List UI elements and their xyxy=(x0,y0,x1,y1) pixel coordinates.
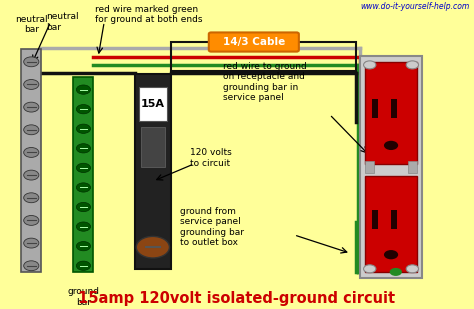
Circle shape xyxy=(76,144,91,153)
Text: neutral
bar: neutral bar xyxy=(46,12,79,32)
Bar xyxy=(21,49,41,272)
Text: ground from
service panel
grounding bar
to outlet box: ground from service panel grounding bar … xyxy=(180,207,244,247)
Circle shape xyxy=(76,202,91,212)
Bar xyxy=(365,62,417,164)
Text: red wire marked green
for ground at both ends: red wire marked green for ground at both… xyxy=(95,5,202,24)
Circle shape xyxy=(384,141,398,150)
Text: 14/3 Cable: 14/3 Cable xyxy=(223,37,285,47)
Bar xyxy=(139,87,167,121)
Text: 120 volts
to circuit: 120 volts to circuit xyxy=(190,148,231,168)
Bar xyxy=(73,77,93,272)
Circle shape xyxy=(76,261,91,270)
Text: red wire to ground
on receptacle and
grounding bar in
service panel: red wire to ground on receptacle and gro… xyxy=(223,62,307,102)
Circle shape xyxy=(76,85,91,94)
Circle shape xyxy=(24,57,39,67)
Circle shape xyxy=(364,265,376,273)
Circle shape xyxy=(24,125,39,135)
Bar xyxy=(171,42,356,71)
Circle shape xyxy=(76,242,91,251)
Circle shape xyxy=(364,61,376,69)
Circle shape xyxy=(24,193,39,203)
Bar xyxy=(365,161,374,173)
Text: www.do-it-yourself-help.com: www.do-it-yourself-help.com xyxy=(360,2,469,11)
Circle shape xyxy=(76,104,91,114)
Bar xyxy=(135,74,171,269)
Circle shape xyxy=(76,124,91,133)
Circle shape xyxy=(406,265,419,273)
Bar xyxy=(391,210,397,229)
Bar xyxy=(141,127,165,167)
Circle shape xyxy=(24,102,39,112)
Circle shape xyxy=(24,147,39,157)
Circle shape xyxy=(76,183,91,192)
Circle shape xyxy=(76,222,91,231)
Bar xyxy=(360,56,422,278)
Circle shape xyxy=(24,170,39,180)
Circle shape xyxy=(24,79,39,89)
Circle shape xyxy=(384,250,398,259)
FancyBboxPatch shape xyxy=(209,32,299,52)
Bar xyxy=(372,210,378,229)
Bar xyxy=(365,176,417,272)
Bar xyxy=(408,161,417,173)
Text: neutral
bar: neutral bar xyxy=(15,15,47,34)
Circle shape xyxy=(24,238,39,248)
Bar xyxy=(372,99,378,118)
Bar xyxy=(391,99,397,118)
Circle shape xyxy=(76,163,91,172)
Circle shape xyxy=(24,215,39,225)
Text: 15A: 15A xyxy=(141,99,165,108)
Circle shape xyxy=(390,268,402,276)
Circle shape xyxy=(406,61,419,69)
Text: ground
bar: ground bar xyxy=(67,287,100,307)
Circle shape xyxy=(136,236,169,258)
Circle shape xyxy=(24,261,39,271)
Text: 15amp 120volt isolated-ground circuit: 15amp 120volt isolated-ground circuit xyxy=(78,291,396,306)
